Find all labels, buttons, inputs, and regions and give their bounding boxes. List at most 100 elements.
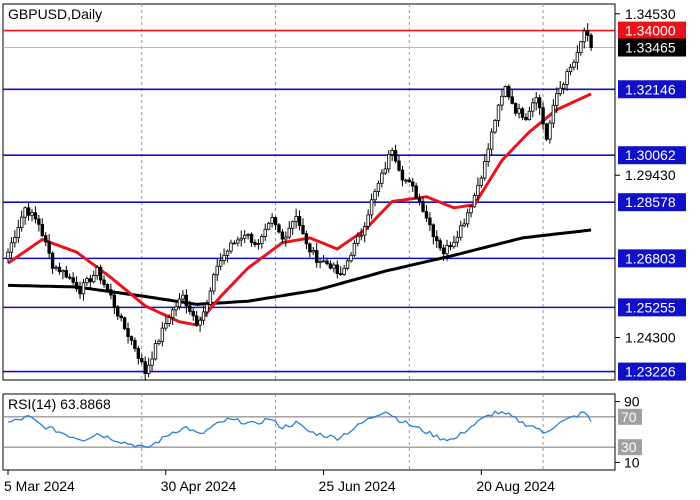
time-tick-label: 30 Apr 2024 <box>161 478 237 494</box>
candle-body <box>129 336 134 341</box>
candle-body <box>541 107 545 125</box>
candle-body <box>280 231 285 240</box>
candle-body <box>496 104 501 121</box>
rsi-line <box>7 410 592 448</box>
candle-body <box>212 274 216 292</box>
candle-body <box>417 197 422 202</box>
ma-slow-line <box>8 228 592 306</box>
candle-body <box>469 206 473 214</box>
candle-body <box>229 242 233 252</box>
candle-body <box>225 250 230 256</box>
candle-body <box>266 222 271 230</box>
candle-body <box>277 224 281 233</box>
candle-body <box>503 86 508 97</box>
candle-body <box>81 282 86 295</box>
price-tag-label: 1.33465 <box>625 40 676 56</box>
candle-body <box>376 182 381 192</box>
candle-body <box>47 241 51 254</box>
price-tag-label: 1.26803 <box>625 250 676 266</box>
candle-body <box>486 148 490 162</box>
time-axis: 5 Mar 2024 30 Apr 2024 25 Jun 2024 20 Aug 2… <box>4 470 555 494</box>
candle-body <box>26 207 31 216</box>
candle-body <box>349 254 353 262</box>
candle-body <box>589 34 593 48</box>
candle-body <box>407 179 412 183</box>
candle-body <box>57 266 62 273</box>
candle-body <box>287 227 291 238</box>
rsi-level-tag <box>618 408 642 425</box>
candle-body <box>167 317 171 324</box>
candle-body <box>194 315 199 326</box>
candle-body <box>428 217 432 226</box>
candle-body <box>548 122 552 140</box>
candle-body <box>489 131 494 150</box>
candle-body <box>507 86 511 98</box>
candle-body <box>242 234 247 239</box>
price-axis: 1.34530 1.29430 1.24300 1.34000 1.32146 1.300… <box>614 4 686 381</box>
price-tag <box>618 146 686 165</box>
candle-body <box>479 177 484 186</box>
candle-body <box>424 211 429 219</box>
candle-body <box>222 254 226 261</box>
candle-body <box>575 52 580 63</box>
candle-body <box>301 225 305 235</box>
candle-body <box>23 207 27 218</box>
candle-body <box>462 223 466 227</box>
price-tag <box>618 249 686 268</box>
candle-body <box>78 288 82 295</box>
candle-body <box>445 245 449 255</box>
candle-body <box>493 120 497 133</box>
candle-body <box>68 276 72 279</box>
candle-body <box>270 217 274 224</box>
price-tag-label: 1.32146 <box>625 81 676 97</box>
price-tag-label: 1.34000 <box>625 23 676 39</box>
candle-body <box>164 323 168 329</box>
candle-body <box>98 266 103 281</box>
rsi-axis: 90 10 70 30 <box>614 394 642 470</box>
candle-body <box>95 266 99 276</box>
price-tag <box>618 21 686 40</box>
candle-body <box>218 260 223 267</box>
candle-body <box>400 169 405 181</box>
candle-body <box>318 260 322 263</box>
ma-fast-line <box>7 92 592 327</box>
candle-body <box>513 103 518 114</box>
candle-body <box>102 279 106 285</box>
candle-body <box>150 358 154 366</box>
candle-body <box>561 83 566 89</box>
candle-body <box>345 260 350 269</box>
candle-body <box>40 223 44 237</box>
candle-body <box>544 123 549 140</box>
candle-body <box>140 357 144 363</box>
candle-body <box>500 95 504 106</box>
candle-body <box>50 252 55 269</box>
candle-body <box>520 108 525 118</box>
price-tag <box>618 193 686 212</box>
candle-body <box>579 41 583 53</box>
candle-body <box>37 218 41 225</box>
candle-body <box>260 236 264 245</box>
candle-body <box>170 309 175 319</box>
chart-title: GBPUSD,Daily <box>8 6 102 22</box>
candle-body <box>404 179 408 182</box>
candle-body <box>448 245 453 248</box>
candle-body <box>136 348 141 359</box>
candle-body <box>335 264 339 274</box>
candle-body <box>71 277 75 283</box>
candle-body <box>414 185 418 199</box>
candle-body <box>585 30 590 36</box>
candle-body <box>294 216 298 223</box>
price-tag <box>618 38 686 57</box>
rsi-level-tag-label: 30 <box>621 439 637 455</box>
candle-body <box>253 242 257 245</box>
candle-body <box>304 233 309 245</box>
candle-body <box>92 274 96 283</box>
candle-body <box>339 273 343 275</box>
candle-body <box>568 66 573 73</box>
candle-body <box>366 214 370 227</box>
candle-body <box>119 315 123 319</box>
candle-body <box>181 294 185 300</box>
price-tick-label: 1.34530 <box>625 6 676 22</box>
candle-body <box>565 71 569 85</box>
